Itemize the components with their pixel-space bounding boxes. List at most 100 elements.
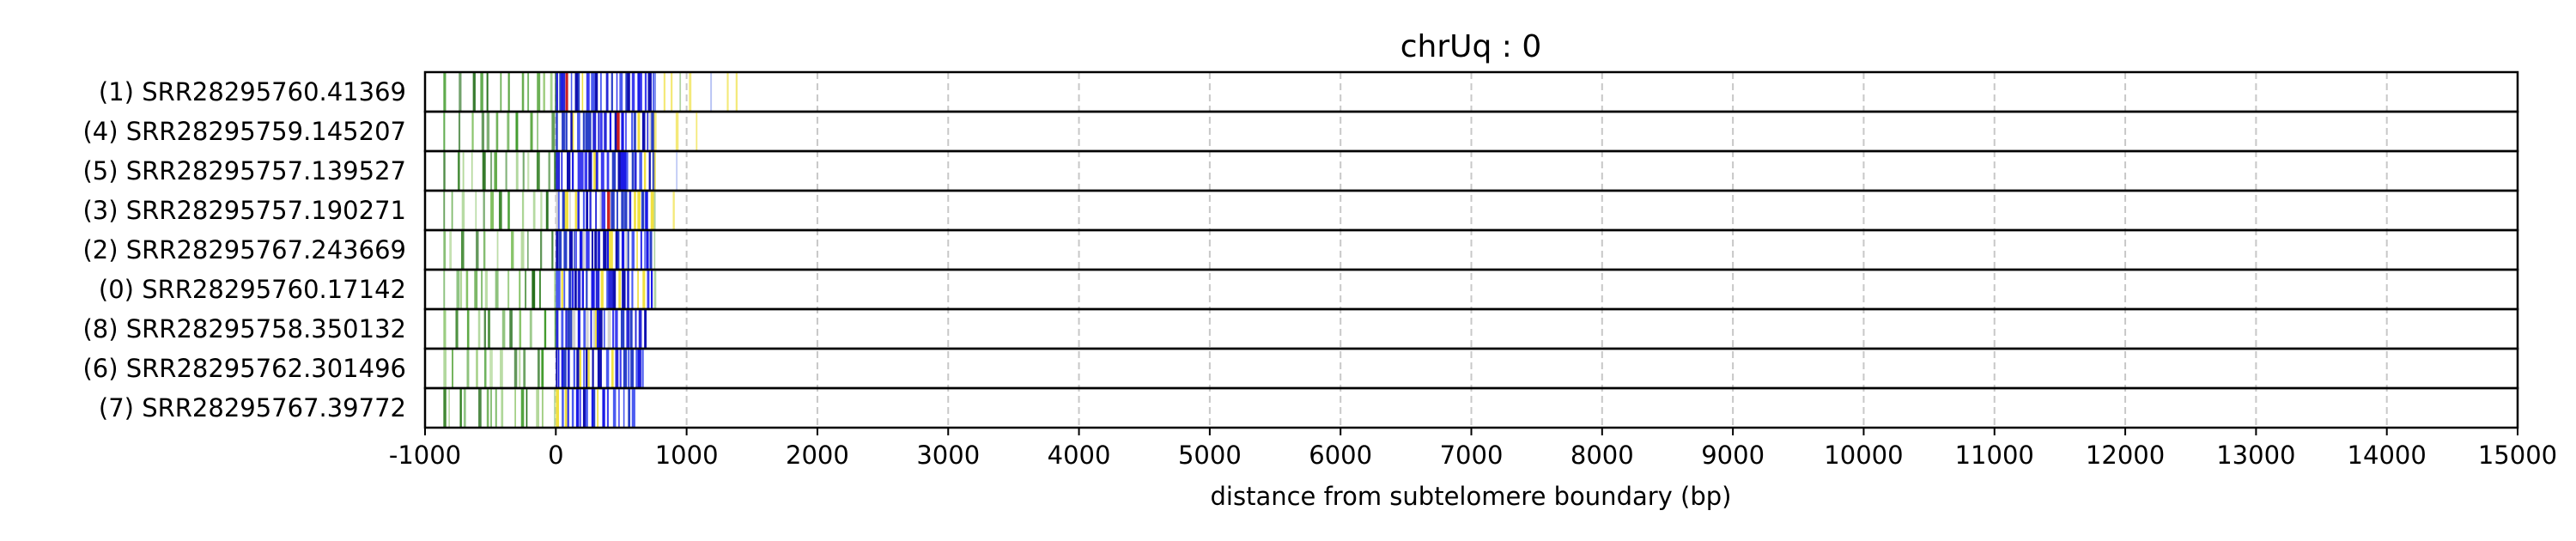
telomere-mark [594,230,598,270]
subtelomere-mark [481,112,485,151]
subtelomere-mark [476,349,478,388]
subtelomere-mark [541,388,544,428]
telomere-mark [558,230,562,270]
subtelomere-mark [527,151,530,191]
subtelomere-mark [520,230,525,270]
subtelomere-mark [494,151,498,191]
tail-mark [689,72,692,112]
subtelomere-mark [514,388,516,428]
subtelomere-mark [486,72,489,112]
telomere-mark [595,191,598,230]
subtelomere-mark [466,309,470,349]
grid-lines [555,72,2388,428]
telomere-mark [561,270,563,309]
telomere-mark [582,112,585,151]
telomere-mark [625,112,627,151]
subtelomere-mark [443,72,447,112]
telomere-mark [612,270,617,309]
row-label: (5) SRR28295757.139527 [82,156,406,185]
telomere-mark [625,230,628,270]
subtelomere-mark [521,191,525,230]
telomere-mark [577,112,580,151]
telomere-mark [607,309,611,349]
telomere-mark [585,388,588,428]
x-tick-label: 14000 [2348,441,2427,470]
telomere-mark [559,72,562,112]
telomere-mark [600,349,602,388]
row-label: (8) SRR28295758.350132 [82,314,406,343]
subtelomere-mark [540,230,543,270]
telomere-mark [591,270,595,309]
subtelomere-mark [471,151,473,191]
telomere-mark [631,112,634,151]
subtelomere-mark [451,191,453,230]
telomere-mark [627,270,629,309]
telomere-mark [617,230,620,270]
telomere-mark [574,191,577,230]
telomere-mark [592,349,594,388]
telomere-mark [621,112,624,151]
tail-mark [735,72,738,112]
telomere-mark [561,309,564,349]
subtelomere-mark [490,191,495,230]
telomere-mark [605,72,609,112]
subtelomere-mark [443,191,446,230]
telomere-mark [569,191,571,230]
tail-mark [653,270,657,309]
x-tick-label: -1000 [389,441,461,470]
telomere-mark [587,230,590,270]
telomere-mark [567,309,570,349]
telomere-mark [647,270,650,309]
subtelomere-mark [483,349,487,388]
telomere-mark [604,112,607,151]
read-row: (0) SRR28295760.17142 [99,268,2519,311]
telomere-mark [591,230,593,270]
telomere-mark [631,388,635,428]
telomere-mark [581,270,585,309]
telomere-mark [619,349,622,388]
telomere-mark [599,191,604,230]
telomere-mark [601,191,606,230]
telomere-mark [600,151,605,191]
telomere-mark [618,270,622,309]
subtelomere-mark [483,230,486,270]
telomere-mark [556,191,560,230]
subtelomere-mark [490,151,493,191]
telomere-mark [631,270,634,309]
read-row: (5) SRR28295757.139527 [82,149,2519,192]
row-label: (3) SRR28295757.190271 [82,196,406,225]
telomere-mark [572,309,576,349]
subtelomere-mark [554,388,556,428]
telomere-mark [623,349,628,388]
subtelomere-mark [481,270,483,309]
telomere-mark [595,270,600,309]
subtelomere-mark [522,151,525,191]
telomere-mark [579,388,581,428]
telomere-mark [629,309,633,349]
subtelomere-mark [551,112,556,151]
subtelomere-mark [472,72,476,112]
telomere-mark [575,388,580,428]
subtelomere-mark [443,112,446,151]
telomere-mark [635,309,637,349]
telomere-mark [620,151,625,191]
telomere-mark [581,72,584,112]
telomere-mark [625,72,628,112]
subtelomere-mark [463,388,466,428]
telomere-mark [640,349,641,388]
subtelomere-mark [523,349,526,388]
telomere-mark [615,230,619,270]
telomere-mark [606,270,611,309]
telomere-mark [637,72,641,112]
telomere-mark [631,72,635,112]
subtelomere-mark [532,270,536,309]
telomere-mark [643,151,647,191]
telomere-mark [606,230,610,270]
telomere-mark [557,191,560,230]
telomere-mark [628,388,631,428]
telomere-mark [593,151,596,191]
telomere-mark [570,72,573,112]
subtelomere-mark [487,309,491,349]
subtelomere-mark [475,191,477,230]
telomere-mark [573,349,576,388]
